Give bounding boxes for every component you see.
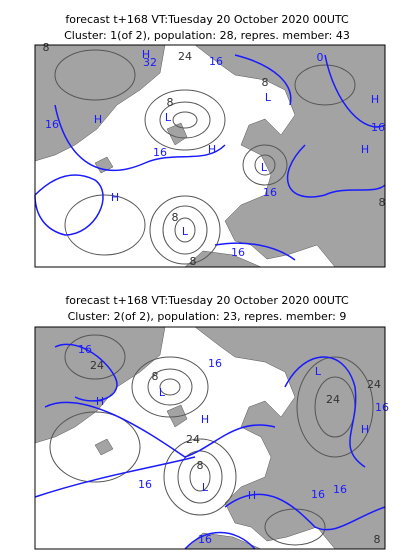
isotherm bbox=[286, 144, 386, 198]
contour-label: H bbox=[361, 143, 369, 156]
contour-label: L bbox=[265, 91, 272, 104]
contour-label: 16 bbox=[311, 488, 325, 501]
contour-label: H bbox=[361, 423, 369, 436]
contour-label: H bbox=[208, 143, 216, 156]
contour-label: H bbox=[142, 48, 150, 61]
contour-label: 8 bbox=[190, 255, 197, 268]
contour-label: 16 bbox=[333, 483, 347, 496]
contour-label: 8 bbox=[379, 196, 386, 209]
title-line-2: Cluster: 1(of 2), population: 28, repres… bbox=[64, 29, 350, 42]
contour bbox=[149, 195, 221, 265]
contour-label: H bbox=[111, 191, 119, 204]
contour bbox=[144, 89, 226, 151]
isotherm bbox=[44, 401, 276, 458]
isotherm bbox=[184, 531, 256, 550]
contour bbox=[174, 217, 196, 243]
isotherm bbox=[34, 174, 104, 236]
contour-label: 8 bbox=[197, 459, 204, 472]
contour bbox=[49, 411, 141, 483]
contour bbox=[54, 49, 136, 101]
contour bbox=[162, 205, 208, 255]
contour-label: L bbox=[315, 365, 322, 378]
contour-label: 24 bbox=[326, 393, 340, 406]
contour bbox=[159, 378, 181, 396]
contour-label: 8 bbox=[152, 370, 159, 383]
contour bbox=[177, 450, 223, 504]
contour-label: 16 bbox=[209, 55, 223, 68]
land bbox=[166, 404, 188, 428]
contour-label: 24 bbox=[178, 50, 192, 63]
isotherm bbox=[214, 242, 296, 261]
contour-label: L bbox=[261, 161, 268, 174]
contour-label: 16 bbox=[263, 186, 277, 199]
contour-label: 16 bbox=[231, 246, 245, 259]
isotherm bbox=[34, 456, 196, 498]
contour bbox=[159, 101, 211, 139]
isotherm bbox=[234, 54, 292, 106]
contour-label: 24 bbox=[90, 359, 104, 372]
contour-label: 8 bbox=[167, 96, 174, 109]
contour-label: 8 bbox=[262, 76, 269, 89]
contour-label: 16 bbox=[198, 533, 212, 546]
land bbox=[34, 44, 166, 162]
contour-label: 24 bbox=[367, 378, 381, 391]
contour bbox=[242, 144, 288, 186]
title-line-2: Cluster: 2(of 2), population: 23, repres… bbox=[68, 310, 347, 323]
contour-label: 16 bbox=[138, 478, 152, 491]
isotherm bbox=[284, 356, 366, 468]
isotherm bbox=[224, 493, 386, 531]
contour-label: H bbox=[201, 413, 209, 426]
contour bbox=[64, 334, 126, 380]
isotherm bbox=[54, 343, 118, 402]
land bbox=[194, 326, 386, 550]
contour-label: 16 bbox=[375, 401, 389, 414]
contour-label: 16 bbox=[45, 118, 59, 131]
contour-label: L bbox=[202, 481, 209, 494]
contour bbox=[254, 154, 276, 176]
contour bbox=[294, 64, 356, 106]
contour bbox=[296, 356, 374, 458]
contour-label: 16 bbox=[78, 343, 92, 356]
contour-label: H bbox=[94, 113, 102, 126]
contour bbox=[147, 368, 193, 406]
contour-label: 16 bbox=[371, 121, 385, 134]
contour-label: 0 bbox=[317, 51, 324, 64]
contour-label: H bbox=[371, 93, 379, 106]
title-line-1: forecast t+168 VT:Tuesday 20 October 202… bbox=[65, 294, 349, 307]
title-line-1: forecast t+168 VT:Tuesday 20 October 202… bbox=[65, 13, 349, 26]
map-frame bbox=[34, 44, 386, 268]
land bbox=[94, 438, 114, 456]
isotherm bbox=[324, 54, 386, 128]
contour-label: 16 bbox=[153, 146, 167, 159]
contour bbox=[163, 438, 237, 516]
contour-label: 8 bbox=[43, 41, 50, 54]
contour bbox=[189, 462, 211, 492]
contour-label: L bbox=[165, 111, 172, 124]
contour-label: 8 bbox=[374, 533, 381, 546]
contour-label: L bbox=[182, 225, 189, 238]
land bbox=[34, 326, 166, 444]
contour bbox=[131, 356, 209, 418]
contour-label: H bbox=[248, 489, 256, 502]
contour-label: 8 bbox=[172, 211, 179, 224]
contour bbox=[172, 111, 198, 129]
contour-label: 24 bbox=[186, 433, 200, 446]
contour-label: 32 bbox=[143, 56, 157, 69]
contour-label: L bbox=[159, 386, 166, 399]
contour bbox=[64, 194, 146, 256]
contour-label: 16 bbox=[208, 357, 222, 370]
contour-label: H bbox=[96, 395, 104, 408]
isotherm bbox=[54, 104, 226, 172]
map-frame bbox=[34, 326, 386, 550]
